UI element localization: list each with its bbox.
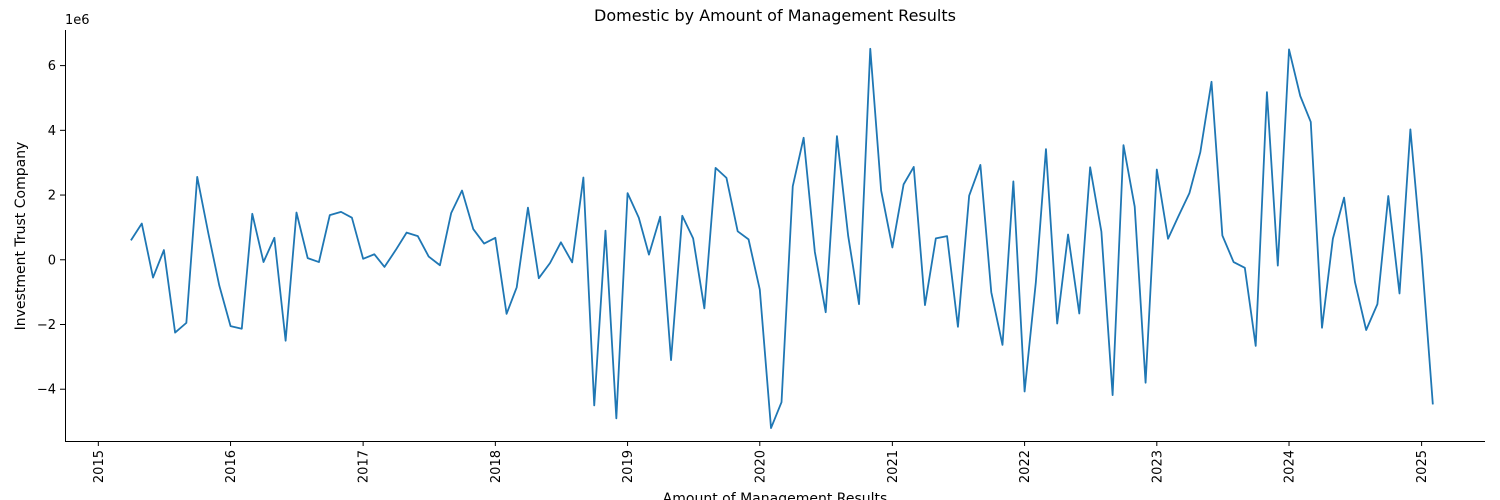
x-axis: 2015 2016 2017 2018 2019 2020 2021 2022 2023 2024…: [65, 441, 1485, 483]
y-axis: −4 −2 0 2 4 6: [37, 30, 66, 441]
x-tick-label: 2016: [224, 450, 239, 483]
x-tick-label: 2025: [1415, 450, 1430, 483]
x-tick-label: 2021: [886, 450, 901, 483]
y-axis-offset-label: 1e6: [65, 13, 90, 28]
y-tick-label: 4: [48, 124, 56, 139]
x-tick-label: 2017: [357, 450, 372, 483]
y-axis-title: Investment Trust Company: [13, 142, 29, 331]
x-tick-label: 2020: [753, 450, 768, 483]
y-tick-label: 6: [48, 59, 56, 74]
x-tick-label: 2022: [1018, 450, 1033, 483]
y-tick-label: 0: [48, 253, 56, 268]
x-tick-label: 2019: [621, 450, 636, 483]
x-tick-label: 2018: [489, 450, 504, 483]
y-tick-label: −4: [37, 383, 56, 398]
series-line: [130, 47, 1434, 429]
chart-title: Domestic by Amount of Management Results: [594, 6, 956, 25]
x-tick-label: 2024: [1283, 450, 1298, 483]
x-tick-label: 2023: [1150, 450, 1165, 483]
plot-area: [130, 47, 1434, 429]
y-tick-label: 2: [48, 189, 56, 204]
x-tick-label: 2015: [92, 450, 107, 483]
y-tick-label: −2: [37, 318, 56, 333]
x-axis-title: Amount of Management Results: [663, 491, 888, 500]
